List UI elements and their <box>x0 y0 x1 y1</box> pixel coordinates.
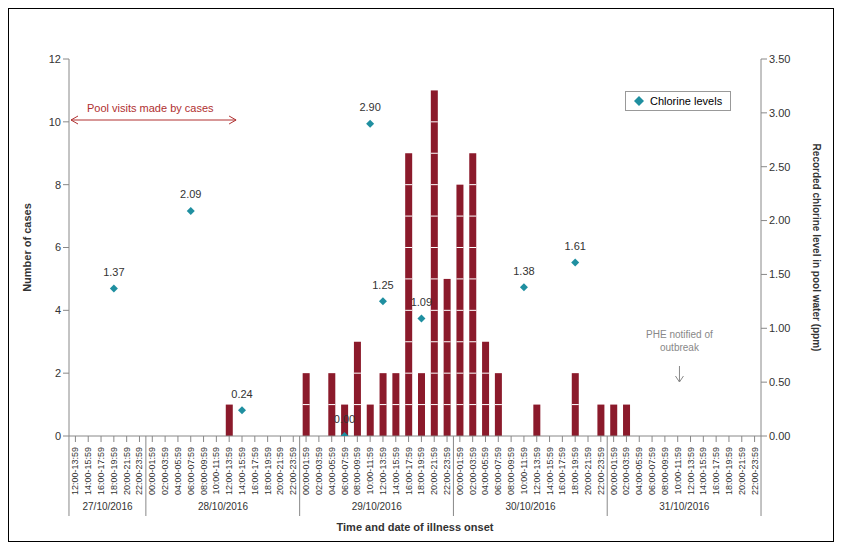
html-text:PHE notified of outbreak: PHE notified of outbreak <box>646 329 713 353</box>
svg-text:0.50: 0.50 <box>769 376 790 388</box>
svg-text:1.09: 1.09 <box>411 296 432 308</box>
svg-text:1.00: 1.00 <box>769 322 790 334</box>
svg-text:12:00-13:59: 12:00-13:59 <box>532 447 542 495</box>
svg-text:16:00-17:59: 16:00-17:59 <box>557 447 567 495</box>
svg-text:27/10/2016: 27/10/2016 <box>83 501 133 512</box>
svg-text:20:00-21:59: 20:00-21:59 <box>583 447 593 495</box>
svg-text:12: 12 <box>49 53 61 65</box>
svg-text:04:00-05:59: 04:00-05:59 <box>480 447 490 495</box>
svg-text:Pool visits made by cases: Pool visits made by cases <box>87 102 214 114</box>
svg-text:14:00-15:59: 14:00-15:59 <box>83 447 93 495</box>
svg-text:10: 10 <box>49 116 61 128</box>
svg-text:04:00-05:59: 04:00-05:59 <box>634 447 644 495</box>
svg-text:1.25: 1.25 <box>372 279 393 291</box>
svg-text:10:00-11:59: 10:00-11:59 <box>365 447 375 494</box>
svg-text:12:00-13:59: 12:00-13:59 <box>224 447 234 495</box>
svg-text:10:00-11:59: 10:00-11:59 <box>673 447 683 494</box>
svg-text:16:00-17:59: 16:00-17:59 <box>404 447 414 495</box>
svg-text:3.50: 3.50 <box>769 53 790 65</box>
svg-text:0.24: 0.24 <box>231 388 252 400</box>
svg-text:14:00-15:59: 14:00-15:59 <box>391 447 401 495</box>
svg-text:16:00-17:59: 16:00-17:59 <box>250 447 260 495</box>
svg-text:00:00-01:59: 00:00-01:59 <box>455 447 465 495</box>
svg-text:10:00-11:59: 10:00-11:59 <box>211 447 221 494</box>
svg-text:12:00-13:59: 12:00-13:59 <box>378 447 388 495</box>
svg-text:0.00: 0.00 <box>769 430 790 442</box>
svg-text:08:00-09:59: 08:00-09:59 <box>352 447 362 495</box>
svg-text:Recorded chlorine level in poo: Recorded chlorine level in pool water (p… <box>811 144 822 352</box>
svg-text:04:00-05:59: 04:00-05:59 <box>173 447 183 495</box>
svg-text:12:00-13:59: 12:00-13:59 <box>686 447 696 495</box>
svg-text:08:00-09:59: 08:00-09:59 <box>199 447 209 495</box>
svg-text:3.00: 3.00 <box>769 107 790 119</box>
svg-text:Time and date of illness onset: Time and date of illness onset <box>337 521 494 533</box>
svg-text:2.00: 2.00 <box>769 214 790 226</box>
svg-text:1.50: 1.50 <box>769 268 790 280</box>
svg-text:20:00-21:59: 20:00-21:59 <box>122 447 132 495</box>
svg-text:02:00-03:59: 02:00-03:59 <box>468 447 478 495</box>
svg-text:02:00-03:59: 02:00-03:59 <box>314 447 324 495</box>
svg-text:04:00-05:59: 04:00-05:59 <box>327 447 337 495</box>
svg-text:6: 6 <box>55 241 61 253</box>
svg-text:2.50: 2.50 <box>769 161 790 173</box>
svg-text:02:00-03:59: 02:00-03:59 <box>160 447 170 495</box>
svg-text:31/10/2016: 31/10/2016 <box>659 501 709 512</box>
svg-text:4: 4 <box>55 304 61 316</box>
svg-text:08:00-09:59: 08:00-09:59 <box>506 447 516 495</box>
svg-text:12:00-13:59: 12:00-13:59 <box>70 447 80 495</box>
svg-text:00:00-01:59: 00:00-01:59 <box>609 447 619 495</box>
svg-text:16:00-17:59: 16:00-17:59 <box>96 447 106 495</box>
svg-text:1.61: 1.61 <box>564 240 585 252</box>
svg-text:14:00-15:59: 14:00-15:59 <box>698 447 708 495</box>
svg-text:16:00-17:59: 16:00-17:59 <box>711 447 721 495</box>
svg-text:1.38: 1.38 <box>513 265 534 277</box>
svg-text:06:00-07:59: 06:00-07:59 <box>493 447 503 495</box>
svg-text:2.90: 2.90 <box>359 101 380 113</box>
svg-text:22:00-23:59: 22:00-23:59 <box>750 447 760 495</box>
svg-text:8: 8 <box>55 179 61 191</box>
svg-text:29/10/2016: 29/10/2016 <box>352 501 402 512</box>
svg-text:20:00-21:59: 20:00-21:59 <box>429 447 439 495</box>
svg-text:0: 0 <box>55 430 61 442</box>
svg-text:14:00-15:59: 14:00-15:59 <box>237 447 247 495</box>
svg-text:18:00-19:59: 18:00-19:59 <box>263 447 273 495</box>
svg-text:20:00-21:59: 20:00-21:59 <box>737 447 747 495</box>
svg-text:28/10/2016: 28/10/2016 <box>198 501 248 512</box>
svg-text:22:00-23:59: 22:00-23:59 <box>288 447 298 495</box>
svg-text:08:00-09:59: 08:00-09:59 <box>660 447 670 495</box>
svg-text:2: 2 <box>55 367 61 379</box>
svg-text:06:00-07:59: 06:00-07:59 <box>186 447 196 495</box>
svg-text:22:00-23:59: 22:00-23:59 <box>596 447 606 495</box>
svg-text:30/10/2016: 30/10/2016 <box>506 501 556 512</box>
svg-text:18:00-19:59: 18:00-19:59 <box>570 447 580 495</box>
svg-text:18:00-19:59: 18:00-19:59 <box>109 447 119 495</box>
svg-text:06:00-07:59: 06:00-07:59 <box>647 447 657 495</box>
svg-text:18:00-19:59: 18:00-19:59 <box>416 447 426 495</box>
svg-text:Number of cases: Number of cases <box>21 203 33 292</box>
svg-text:0.00: 0.00 <box>334 413 355 425</box>
svg-text:20:00-21:59: 20:00-21:59 <box>275 447 285 495</box>
svg-text:00:00-01:59: 00:00-01:59 <box>147 447 157 495</box>
svg-text:2.09: 2.09 <box>180 188 201 200</box>
svg-text:22:00-23:59: 22:00-23:59 <box>134 447 144 495</box>
svg-text:10:00-11:59: 10:00-11:59 <box>519 447 529 494</box>
svg-text:22:00-23:59: 22:00-23:59 <box>442 447 452 495</box>
html-text:Chlorine levels: Chlorine levels <box>650 95 723 107</box>
svg-text:1.37: 1.37 <box>103 266 124 278</box>
svg-text:18:00-19:59: 18:00-19:59 <box>724 447 734 495</box>
svg-text:02:00-03:59: 02:00-03:59 <box>621 447 631 495</box>
svg-text:14:00-15:59: 14:00-15:59 <box>545 447 555 495</box>
svg-text:00:00-01:59: 00:00-01:59 <box>301 447 311 495</box>
svg-text:06:00-07:59: 06:00-07:59 <box>340 447 350 495</box>
